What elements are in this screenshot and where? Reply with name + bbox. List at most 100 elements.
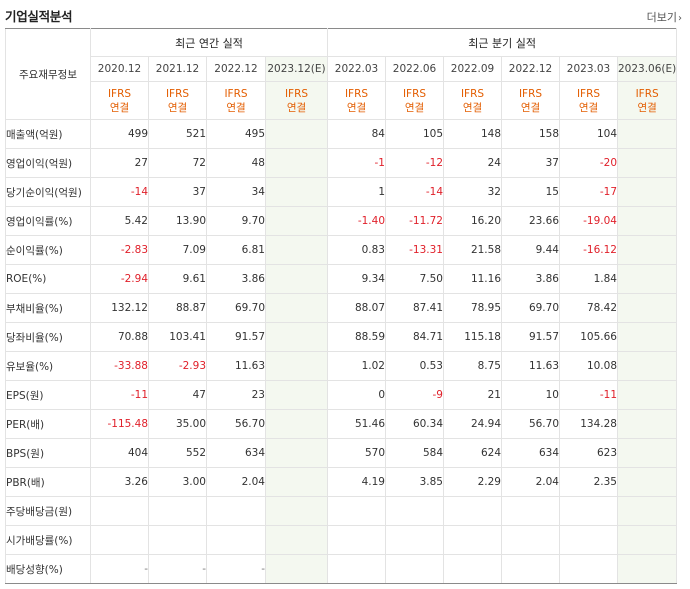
data-cell — [501, 554, 560, 584]
row-label: 매출액(억원) — [5, 119, 91, 149]
data-cell: 10.08 — [559, 351, 618, 381]
data-cell: 11.63 — [206, 351, 266, 381]
ifrs-label: IFRS — [518, 87, 543, 100]
data-cell: 623 — [559, 438, 618, 468]
ifrs-label: IFRS — [165, 87, 190, 100]
data-cell: 34 — [206, 177, 266, 207]
data-cell — [616, 351, 678, 381]
data-cell: -9 — [385, 380, 444, 410]
consolidated-label: 연결 — [404, 101, 425, 114]
more-link[interactable]: 더보기› — [647, 9, 682, 25]
period-header: 2022.06 — [385, 56, 444, 82]
data-cell — [265, 119, 328, 149]
data-cell: 5.42 — [90, 206, 149, 236]
data-cell: 499 — [90, 119, 149, 149]
data-cell — [616, 380, 678, 410]
data-cell: 158 — [501, 119, 560, 149]
row-label: PBR(배) — [5, 467, 91, 497]
data-cell: -14 — [90, 177, 149, 207]
data-cell: 70.88 — [90, 322, 149, 352]
data-cell: -2.94 — [90, 264, 149, 294]
data-cell: 584 — [385, 438, 444, 468]
data-cell: -19.04 — [559, 206, 618, 236]
data-cell: 7.09 — [148, 235, 207, 265]
data-cell: 132.12 — [90, 293, 149, 323]
data-cell: 10 — [501, 380, 560, 410]
data-cell: 32 — [443, 177, 502, 207]
ifrs-label: IFRS — [344, 87, 369, 100]
consolidated-label: 연결 — [520, 101, 541, 114]
data-cell: 3.00 — [148, 467, 207, 497]
data-cell: 634 — [501, 438, 560, 468]
data-cell: 2.29 — [443, 467, 502, 497]
data-cell: 11.63 — [501, 351, 560, 381]
row-label: 당좌비율(%) — [5, 322, 91, 352]
data-cell — [90, 496, 149, 526]
data-cell: -14 — [385, 177, 444, 207]
more-label: 더보기 — [646, 11, 677, 24]
data-cell: 87.41 — [385, 293, 444, 323]
period-header: 2021.12 — [148, 56, 207, 82]
data-cell: 570 — [327, 438, 386, 468]
data-cell — [327, 554, 386, 584]
data-cell: 3.86 — [501, 264, 560, 294]
consolidated-label: 연결 — [167, 101, 188, 114]
data-cell: 624 — [443, 438, 502, 468]
ifrs-label: IFRS — [635, 87, 659, 100]
row-label: 부채비율(%) — [5, 293, 91, 323]
data-cell: 27 — [90, 148, 149, 178]
data-cell: 21 — [443, 380, 502, 410]
section-title: 기업실적분석 — [5, 9, 73, 24]
data-cell — [616, 235, 678, 265]
data-cell: 9.70 — [206, 206, 266, 236]
ifrs-label: IFRS — [460, 87, 485, 100]
data-cell — [616, 525, 678, 555]
data-cell: 24 — [443, 148, 502, 178]
accounting-standard-header: IFRS 연결 — [616, 81, 678, 120]
data-cell — [616, 293, 678, 323]
period-header: 2022.09 — [443, 56, 502, 82]
data-cell — [265, 322, 328, 352]
data-cell: -2.93 — [148, 351, 207, 381]
data-cell: -17 — [559, 177, 618, 207]
quarter-group-header: 최근 분기 실적 — [326, 28, 678, 57]
accounting-standard-header: IFRS 연결 — [206, 81, 266, 120]
row-label: EPS(원) — [5, 380, 91, 410]
period-header: 2023.03 — [559, 56, 618, 82]
row-label: 배당성향(%) — [5, 554, 91, 584]
consolidated-label: 연결 — [578, 101, 599, 114]
data-cell: 8.75 — [443, 351, 502, 381]
consolidated-label: 연결 — [346, 101, 367, 114]
period-header: 2022.12 — [206, 56, 266, 82]
consolidated-label: 연결 — [109, 101, 130, 114]
data-cell: 4.19 — [327, 467, 386, 497]
accounting-standard-header: IFRS 연결 — [501, 81, 560, 120]
table-row: 순이익률(%) -2.83 7.09 6.81 0.83 -13.31 21.58 9.44-… — [5, 235, 678, 265]
data-cell — [327, 525, 386, 555]
period-header: 2023.06(E) — [616, 56, 678, 82]
data-cell: 0 — [327, 380, 386, 410]
data-cell: 6.81 — [206, 235, 266, 265]
accounting-standard-header: IFRS 연결 — [385, 81, 444, 120]
consolidated-label: 연결 — [462, 101, 483, 114]
data-cell: 15 — [501, 177, 560, 207]
data-cell: 115.18 — [443, 322, 502, 352]
accounting-standard-header: IFRS 연결 — [443, 81, 502, 120]
data-cell: 35.00 — [148, 409, 207, 439]
data-cell: 2.04 — [501, 467, 560, 497]
data-cell — [559, 525, 618, 555]
data-cell: - — [90, 554, 149, 584]
accounting-standard-header: IFRS 연결 — [265, 81, 328, 120]
ifrs-label: IFRS — [402, 87, 427, 100]
data-cell: -11.72 — [385, 206, 444, 236]
row-label: 영업이익(억원) — [5, 148, 91, 178]
data-cell: 3.85 — [385, 467, 444, 497]
data-cell: -11 — [90, 380, 149, 410]
data-cell — [501, 525, 560, 555]
data-cell — [265, 525, 328, 555]
row-label: 유보율(%) — [5, 351, 91, 381]
table-row: EPS(원) -11 47 23 0 -9 21 10 -11 — [5, 380, 678, 410]
data-cell: 134.28 — [559, 409, 618, 439]
data-cell: - — [206, 554, 266, 584]
data-cell: 104 — [559, 119, 618, 149]
